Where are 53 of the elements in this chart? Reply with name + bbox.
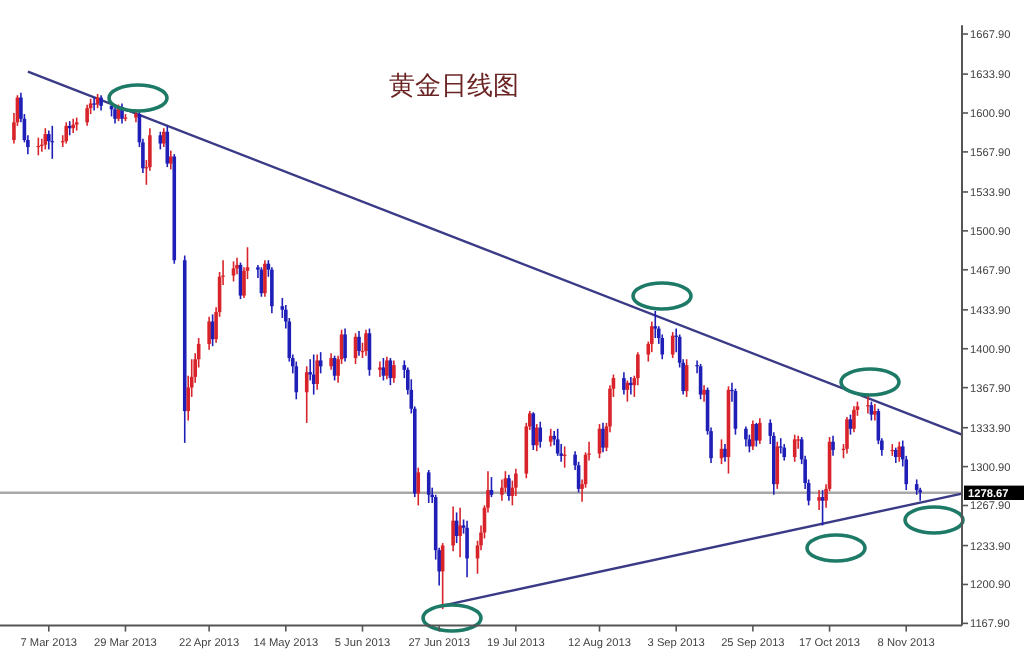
candlestick: [231, 260, 236, 283]
candlestick: [162, 127, 166, 148]
candlestick: [263, 259, 267, 298]
candlestick: [207, 315, 211, 351]
candlestick: [845, 416, 849, 455]
candlestick: [71, 117, 75, 134]
candlestick: [378, 360, 382, 378]
candlestick: [92, 96, 96, 112]
candlestick: [758, 417, 762, 445]
candlestick: [451, 505, 455, 553]
candlestick: [85, 103, 89, 127]
candlestick: [514, 468, 518, 497]
candlestick: [343, 327, 347, 363]
candlestick: [670, 331, 675, 359]
candlestick: [64, 121, 69, 145]
candlestick: [465, 519, 469, 579]
candlestick: [168, 149, 173, 171]
candlestick: [918, 486, 922, 502]
candlestick: [831, 435, 835, 457]
candlestick: [458, 506, 462, 559]
candlestick: [426, 469, 431, 504]
candlestick: [507, 473, 511, 502]
candlestick: [270, 266, 274, 315]
candlestick: [235, 257, 239, 276]
candlestick: [500, 478, 504, 502]
candlestick: [778, 437, 783, 455]
candlestick: [315, 353, 319, 391]
candlestick: [820, 489, 825, 527]
candlestick: [873, 403, 877, 422]
candlestick: [775, 440, 780, 490]
candlestick: [890, 443, 895, 457]
candlestick: [364, 328, 368, 357]
candlestick: [702, 384, 706, 403]
candlestick: [392, 359, 396, 384]
candlestick: [385, 356, 389, 381]
candlestick: [538, 420, 543, 449]
candlestick: [50, 125, 55, 160]
candlestick: [47, 129, 51, 151]
text: 黄金日线图: [389, 70, 519, 100]
candlestick: [601, 422, 605, 454]
candlestick: [622, 371, 626, 396]
candlestick: [304, 365, 309, 424]
candlestick: [866, 394, 870, 415]
candlestick: [653, 310, 658, 339]
candlestick: [416, 466, 421, 507]
candlestick: [629, 376, 633, 396]
candlestick: [381, 357, 386, 382]
candlestick: [660, 333, 665, 361]
candlestick: [294, 360, 299, 401]
candlestick: [751, 419, 755, 451]
candlestick: [357, 330, 361, 357]
candlestick: [817, 489, 821, 511]
candlestick: [744, 425, 748, 448]
